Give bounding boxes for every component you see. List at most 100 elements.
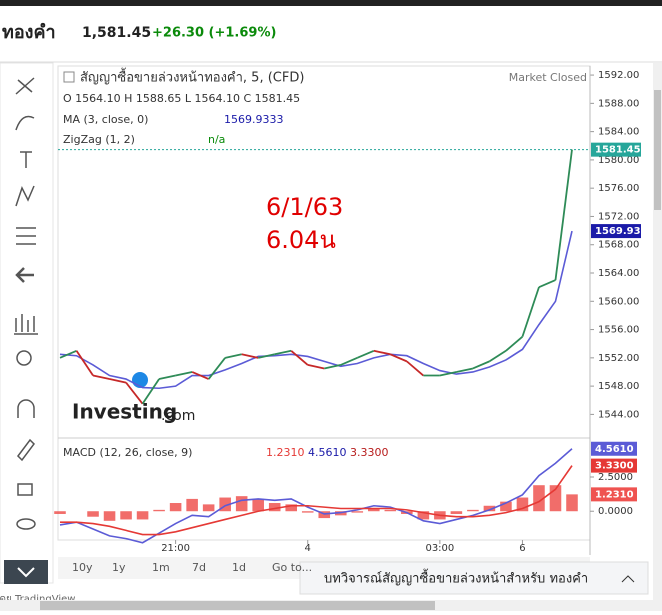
chart-title: สัญญาซื้อขายล่วงหน้าทองคำ, 5, (CFD) (80, 68, 304, 86)
tool-icon[interactable] (16, 227, 36, 245)
macd-histogram-bar (169, 503, 182, 512)
macd-value-label: 1.2310 (595, 489, 634, 500)
macd-readout: 1.2310 (266, 446, 305, 459)
banner[interactable] (299, 561, 649, 595)
price-segment (554, 149, 573, 281)
y-tick-label: 1560.00 (598, 296, 639, 307)
macd-histogram-bar (54, 511, 66, 514)
price-segment (505, 335, 524, 352)
macd-histogram-bar (301, 511, 314, 513)
tool-icon[interactable] (16, 518, 36, 530)
zigzag-label: ZigZag (1, 2) (63, 133, 135, 146)
tool-icon[interactable] (20, 151, 32, 168)
change: +26.30 (+1.69%) (152, 26, 276, 41)
range-button[interactable]: 1d (232, 561, 246, 574)
price-segment (191, 371, 209, 380)
macd-value-label: 3.3300 (595, 461, 634, 472)
h-scroll-thumb[interactable] (40, 601, 435, 610)
y-tick-label: 1572.00 (598, 211, 639, 222)
price-segment (241, 353, 259, 359)
instrument-title: ทองคำ (2, 22, 56, 43)
range-button[interactable]: 7d (192, 561, 206, 574)
macd-readout: 3.3300 (350, 446, 389, 459)
toolbar-icons (14, 77, 38, 530)
price-segment (158, 374, 176, 380)
top-bar (0, 0, 662, 6)
macd-histogram-bar (467, 509, 479, 512)
brand: Investing (72, 400, 177, 424)
collapse-button[interactable] (4, 560, 48, 584)
macd-histogram-bar (500, 501, 512, 512)
tool-icon[interactable] (14, 314, 38, 335)
tool-icon[interactable] (16, 350, 32, 366)
y-tick-label: 1588.00 (598, 98, 639, 109)
tool-icon[interactable] (15, 115, 35, 131)
price-segment (389, 353, 408, 363)
y-tick-label: 2.5000 (598, 472, 633, 483)
tool-icon[interactable] (15, 185, 35, 207)
price-segment (340, 357, 358, 366)
macd-histogram-bar (219, 497, 231, 512)
price-label: 1581.45 (595, 145, 641, 156)
brand-suffix: .com (161, 408, 195, 424)
tool-icon[interactable] (15, 267, 34, 283)
x-tick-label: 21:00 (161, 543, 190, 554)
y-tick-label: 1544.00 (598, 409, 639, 420)
y-tick-label: 1556.00 (598, 325, 639, 336)
price-segment (92, 374, 110, 380)
macd-histogram-bar (566, 494, 578, 512)
v-scroll-thumb[interactable] (654, 90, 661, 210)
macd-histogram-bar (516, 497, 529, 512)
tool-icon[interactable] (15, 77, 35, 95)
y-tick-label: 1584.00 (598, 127, 639, 138)
macd-histogram-bar (384, 509, 397, 512)
macd-histogram-bar (153, 509, 165, 512)
annotation: 6.04น (266, 226, 336, 254)
toolbar (0, 62, 54, 584)
macd-histogram-bar (533, 485, 545, 512)
x-tick-label: 4 (305, 543, 311, 554)
tool-icon[interactable] (17, 483, 33, 496)
y-tick-label: 1576.00 (598, 183, 639, 194)
tool-icon[interactable] (17, 399, 35, 418)
collapse-legend[interactable] (63, 71, 75, 83)
macd-histogram-bar (351, 511, 364, 513)
price-segment (521, 286, 540, 337)
price-label-box (591, 142, 641, 157)
y-tick-label: 1552.00 (598, 353, 639, 364)
v-scrollbar[interactable] (653, 63, 662, 600)
x-tick-label: 6 (519, 543, 525, 554)
price-segment (456, 367, 474, 373)
price-segment (373, 349, 391, 356)
price-segment (439, 371, 457, 377)
macd-histogram-bar (368, 508, 380, 512)
price-segment (488, 350, 507, 363)
y-tick-label: 1592.00 (598, 70, 639, 81)
macd-value-box (591, 458, 637, 473)
macd-histogram-bar (202, 504, 215, 512)
macd-histogram-bar (417, 511, 430, 520)
price-segment (75, 350, 94, 377)
macd-histogram-bar (450, 511, 463, 514)
price-segment (324, 364, 341, 370)
macd-histogram-bar (136, 511, 149, 520)
price-segment (207, 357, 226, 380)
range-button[interactable]: Go to... (272, 561, 312, 574)
macd-histogram-bar (186, 498, 198, 512)
price-segment (406, 360, 424, 377)
range-button[interactable]: 10y (72, 561, 93, 574)
range-button[interactable]: 1y (112, 561, 126, 574)
macd-histogram-bar (120, 511, 132, 520)
macd-histogram-bar (87, 511, 99, 517)
ma-line (59, 230, 573, 390)
plot-frame (57, 65, 591, 541)
price: 1,581.45 (82, 25, 151, 41)
price-segment (472, 360, 490, 370)
zigzag-value: n/a (208, 133, 225, 146)
macd-histogram-bar (252, 498, 264, 512)
macd-value-label: 4.5610 (595, 444, 634, 455)
range-button[interactable]: 1m (152, 561, 170, 574)
tool-icon[interactable] (17, 438, 35, 462)
